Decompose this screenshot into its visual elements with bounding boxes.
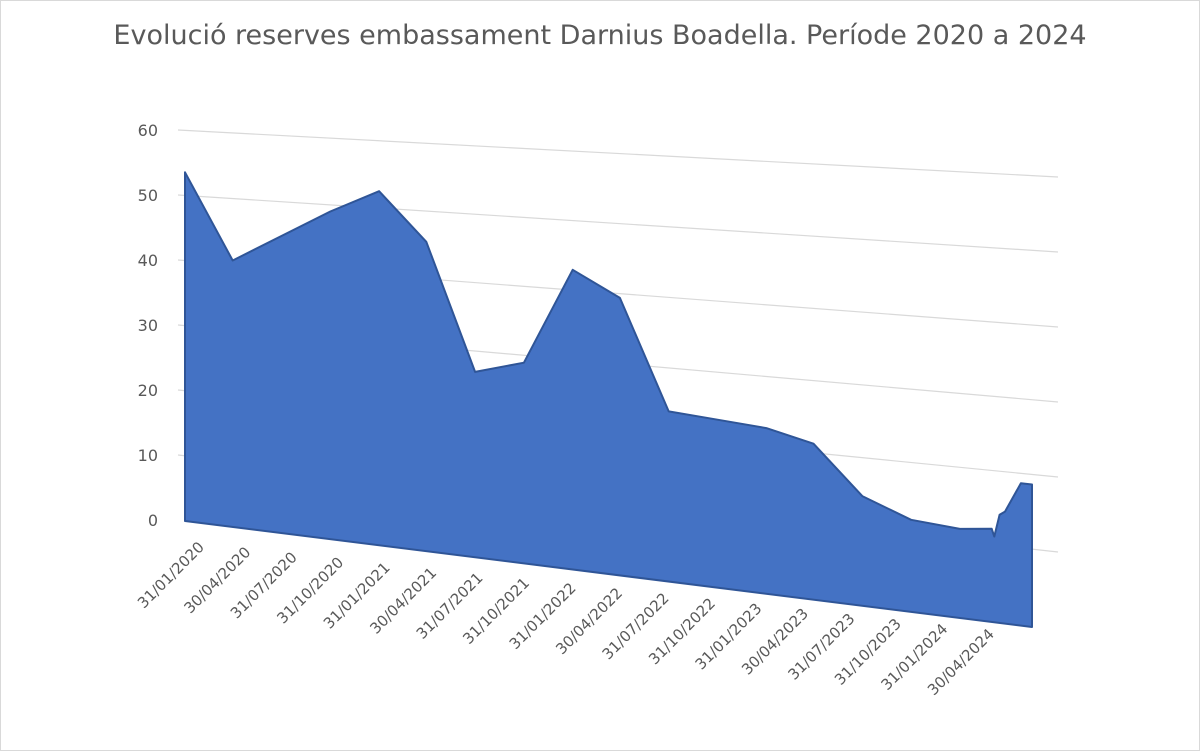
y-tick-label: 40 bbox=[138, 251, 158, 270]
y-tick-label: 30 bbox=[138, 316, 158, 335]
y-tick-label: 60 bbox=[138, 121, 158, 140]
y-axis: 0 10 20 30 40 50 60 bbox=[138, 121, 158, 530]
chart-title: Evolució reserves embassament Darnius Bo… bbox=[113, 20, 1087, 51]
y-tick-label: 10 bbox=[138, 446, 158, 465]
gridline bbox=[177, 194, 1059, 253]
y-tick-label: 0 bbox=[148, 511, 158, 530]
y-tick-label: 50 bbox=[138, 186, 158, 205]
plot-area bbox=[184, 171, 1033, 628]
y-tick-label: 20 bbox=[138, 381, 158, 400]
gridline bbox=[177, 129, 1059, 178]
area-series bbox=[184, 171, 1033, 628]
